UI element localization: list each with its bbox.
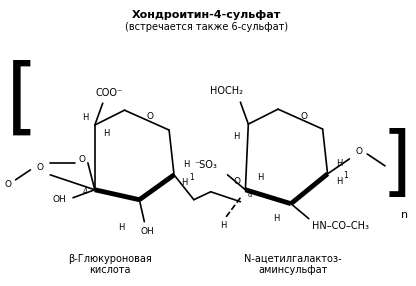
- Text: 1: 1: [343, 171, 348, 180]
- Text: O: O: [4, 180, 11, 189]
- Text: H: H: [220, 221, 227, 230]
- Text: ⁻SO₃: ⁻SO₃: [194, 160, 217, 170]
- Text: O: O: [79, 155, 85, 164]
- Text: (встречается также 6-сульфат): (встречается также 6-сульфат): [125, 21, 288, 31]
- Text: O: O: [37, 163, 44, 172]
- Text: COO⁻: COO⁻: [95, 88, 122, 98]
- Text: O: O: [146, 112, 153, 121]
- Text: HOCH₂: HOCH₂: [210, 86, 243, 96]
- Text: O: O: [234, 177, 241, 186]
- Text: α: α: [248, 192, 253, 198]
- Text: H: H: [336, 159, 343, 168]
- Text: H: H: [336, 177, 343, 186]
- Text: HN–CO–CH₃: HN–CO–CH₃: [312, 221, 369, 231]
- Text: n: n: [401, 210, 409, 220]
- Text: N-ацетилгалактоз-
аминсульфат: N-ацетилгалактоз- аминсульфат: [244, 254, 342, 275]
- Text: H: H: [104, 128, 110, 138]
- Text: 1: 1: [190, 173, 194, 182]
- Text: β-Глюкуроновая
кислота: β-Глюкуроновая кислота: [68, 254, 151, 275]
- Text: O: O: [301, 112, 308, 121]
- Text: Хондроитин-4-сульфат: Хондроитин-4-сульфат: [132, 10, 281, 20]
- Text: H: H: [119, 223, 125, 232]
- Text: H: H: [82, 113, 88, 122]
- Text: H: H: [233, 132, 240, 140]
- Text: H: H: [273, 214, 279, 223]
- Text: 4: 4: [82, 187, 87, 196]
- Text: H: H: [257, 173, 263, 182]
- Text: OH: OH: [52, 195, 66, 204]
- Text: H: H: [183, 160, 189, 169]
- Text: OH: OH: [141, 227, 154, 236]
- Text: ]: ]: [382, 128, 412, 202]
- Text: H: H: [181, 178, 187, 187]
- Text: O: O: [356, 148, 363, 156]
- Text: [: [: [6, 60, 39, 141]
